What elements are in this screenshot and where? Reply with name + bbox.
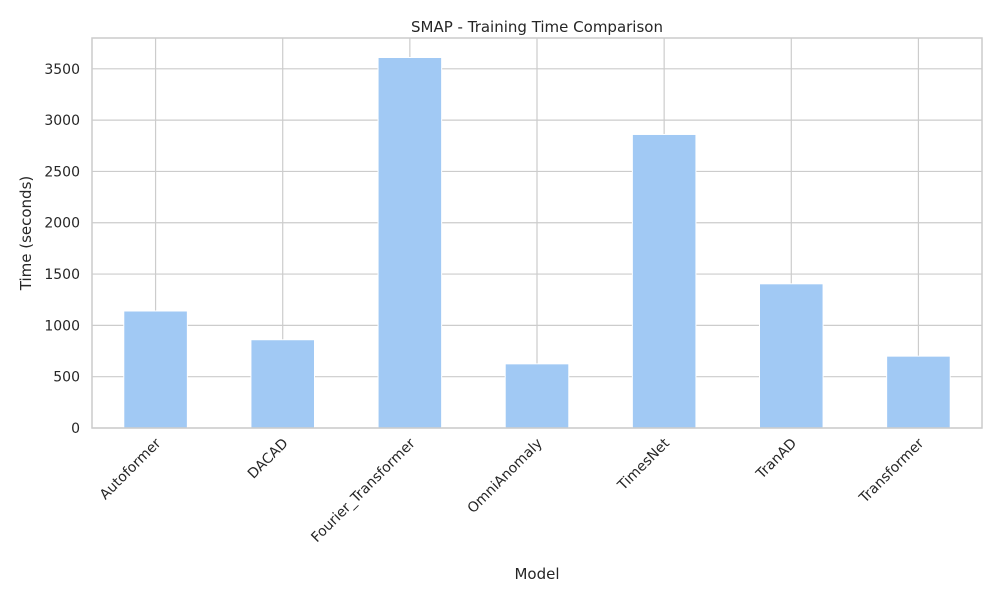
y-tick-label: 2500 xyxy=(44,164,80,180)
x-axis-label: Model xyxy=(514,565,559,583)
y-tick-labels: 0 500 1000 1500 2000 2500 3000 3500 xyxy=(44,62,80,437)
plot-frame xyxy=(91,37,983,429)
x-tick-label: TranAD xyxy=(753,436,800,483)
bar-tranad xyxy=(759,283,824,429)
x-tick-label: OmniAnomaly xyxy=(465,436,546,517)
x-tick-label: DACAD xyxy=(245,436,292,483)
bar-dacad xyxy=(250,339,316,429)
x-tick-label: Transformer xyxy=(856,435,928,507)
bar-timesnet xyxy=(631,133,697,429)
x-tick-label: Autoformer xyxy=(97,435,165,503)
y-tick-label: 2000 xyxy=(44,216,80,232)
bars xyxy=(123,57,951,429)
x-tick-label: TimesNet xyxy=(614,435,673,494)
y-tick-label: 3000 xyxy=(44,113,80,129)
y-tick-label: 3500 xyxy=(44,62,80,78)
y-tick-label: 1500 xyxy=(44,267,80,283)
y-tick-label: 1000 xyxy=(44,318,80,334)
bar-autoformer xyxy=(123,310,188,429)
y-tick-label: 500 xyxy=(53,370,80,386)
x-tick-labels: Autoformer DACAD Fourier_Transformer OmniAn… xyxy=(97,435,928,546)
chart-title: SMAP - Training Time Comparison xyxy=(411,18,663,36)
x-tick-label: Fourier_Transformer xyxy=(308,435,418,545)
bar-fourier-transformer xyxy=(377,57,443,429)
bar-transformer xyxy=(886,355,951,429)
y-axis-label: Time (seconds) xyxy=(17,176,35,292)
bar-omnianomaly xyxy=(504,363,570,429)
y-tick-label: 0 xyxy=(71,421,80,437)
